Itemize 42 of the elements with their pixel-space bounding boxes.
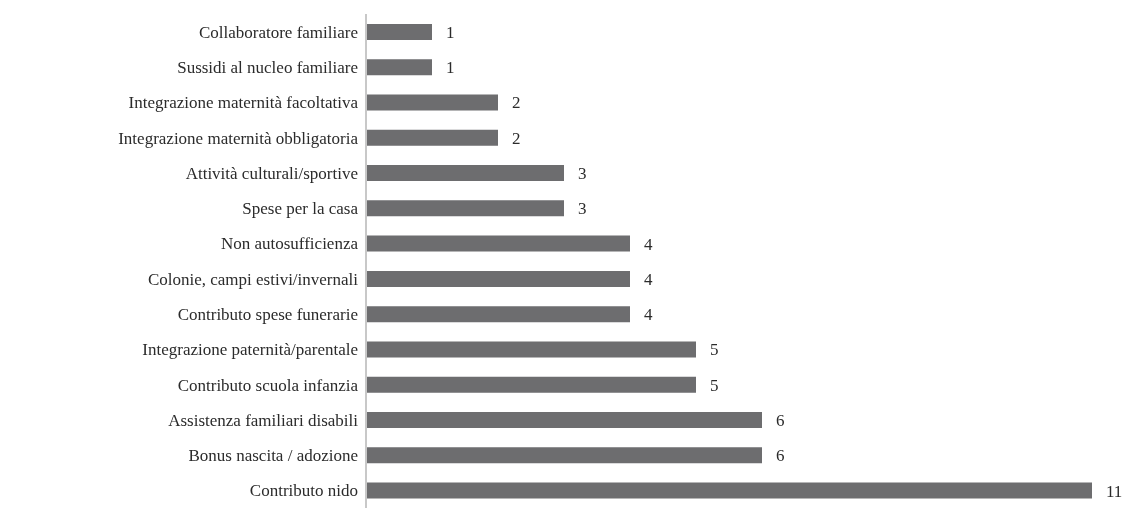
bar — [366, 94, 498, 111]
y-tick-label: Integrazione paternità/parentale — [142, 340, 358, 360]
data-label: 4 — [644, 269, 653, 289]
bar — [366, 412, 762, 429]
y-tick-label: Collaboratore familiare — [198, 22, 358, 42]
data-label: 2 — [512, 93, 521, 113]
bar — [366, 270, 630, 287]
y-tick-label: Sussidi al nucleo familiare — [177, 57, 358, 77]
bar — [366, 376, 696, 393]
y-tick-label: Attività culturali/sportive — [185, 163, 358, 183]
data-label: 1 — [446, 58, 455, 78]
data-label: 3 — [578, 199, 587, 219]
bar — [366, 23, 432, 40]
y-tick-label: Non autosufficienza — [220, 234, 359, 254]
data-label: 6 — [776, 411, 785, 431]
y-tick-label: Contributo scuola infanzia — [177, 375, 359, 395]
y-tick-label: Integrazione maternità facoltativa — [128, 93, 359, 113]
bar — [366, 165, 564, 182]
y-tick-label: Contributo nido — [249, 481, 358, 501]
data-label: 4 — [644, 234, 653, 254]
y-tick-label: Integrazione maternità obbligatoria — [118, 128, 359, 148]
y-tick-label: Colonie, campi estivi/invernali — [147, 269, 359, 289]
y-tick-label: Contributo spese funerarie — [177, 304, 358, 324]
data-label: 1 — [446, 22, 455, 42]
data-label: 3 — [578, 164, 587, 184]
bar — [366, 59, 432, 76]
bar — [366, 306, 630, 323]
y-tick-label: Assistenza familiari disabili — [168, 410, 359, 430]
y-tick-label: Bonus nascita / adozione — [188, 446, 358, 466]
data-label: 11 — [1106, 481, 1123, 501]
data-label: 4 — [644, 305, 653, 325]
data-label: 6 — [776, 446, 785, 466]
bar — [366, 129, 498, 146]
data-label: 5 — [710, 375, 719, 395]
bar — [366, 200, 564, 217]
bar — [366, 482, 1092, 499]
bar — [366, 447, 762, 464]
data-label: 2 — [512, 128, 521, 148]
bar — [366, 341, 696, 358]
bar — [366, 235, 630, 252]
y-tick-label: Spese per la casa — [242, 199, 359, 219]
data-label: 5 — [710, 340, 719, 360]
